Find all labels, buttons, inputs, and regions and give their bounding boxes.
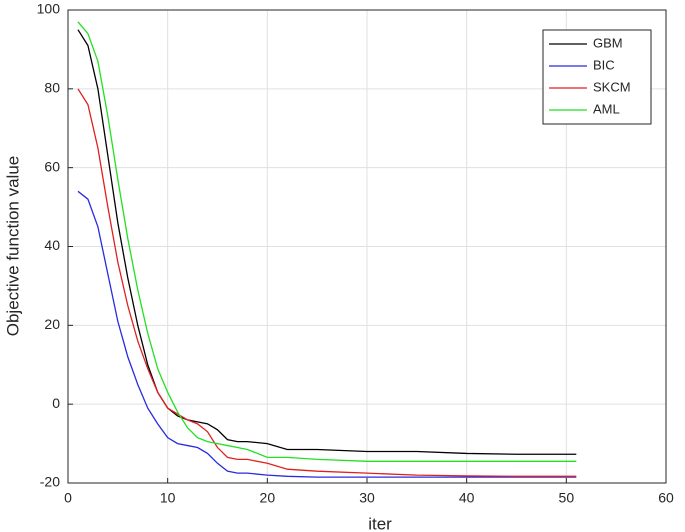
y-tick-label: 40 — [44, 237, 60, 253]
x-tick-label: 20 — [260, 490, 276, 506]
x-tick-label: 40 — [459, 490, 475, 506]
legend-label: SKCM — [593, 79, 631, 94]
y-tick-label: 60 — [44, 158, 60, 174]
y-tick-label: 0 — [52, 395, 60, 411]
x-tick-label: 60 — [658, 490, 674, 506]
y-axis-label: Objective function value — [3, 156, 22, 337]
line-series — [77, 21, 577, 462]
legend-label: AML — [593, 101, 620, 116]
x-tick-label: 50 — [559, 490, 575, 506]
x-axis-label: iter — [368, 514, 392, 532]
y-tick-label: -20 — [40, 474, 60, 490]
legend-label: BIC — [593, 57, 615, 72]
line-series — [77, 88, 577, 477]
x-tick-label: 0 — [64, 490, 72, 506]
line-series — [77, 29, 577, 455]
plot-frame — [67, 9, 667, 484]
legend-box — [542, 29, 652, 125]
x-tick-label: 10 — [160, 490, 176, 506]
legend-label: GBM — [593, 35, 623, 50]
y-tick-label: 80 — [44, 80, 60, 96]
line-series — [77, 190, 577, 478]
y-tick-label: 20 — [44, 316, 60, 332]
x-tick-label: 30 — [359, 490, 375, 506]
y-tick-label: 100 — [37, 1, 61, 17]
